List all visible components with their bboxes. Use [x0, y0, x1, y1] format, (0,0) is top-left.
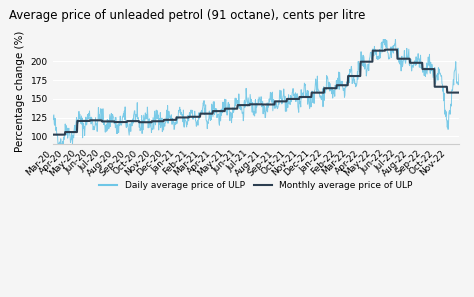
- Text: Average price of unleaded petrol (91 octane), cents per litre: Average price of unleaded petrol (91 oct…: [9, 9, 366, 22]
- Y-axis label: Percentage change (%): Percentage change (%): [15, 31, 25, 152]
- Legend: Daily average price of ULP, Monthly average price of ULP: Daily average price of ULP, Monthly aver…: [96, 178, 416, 194]
